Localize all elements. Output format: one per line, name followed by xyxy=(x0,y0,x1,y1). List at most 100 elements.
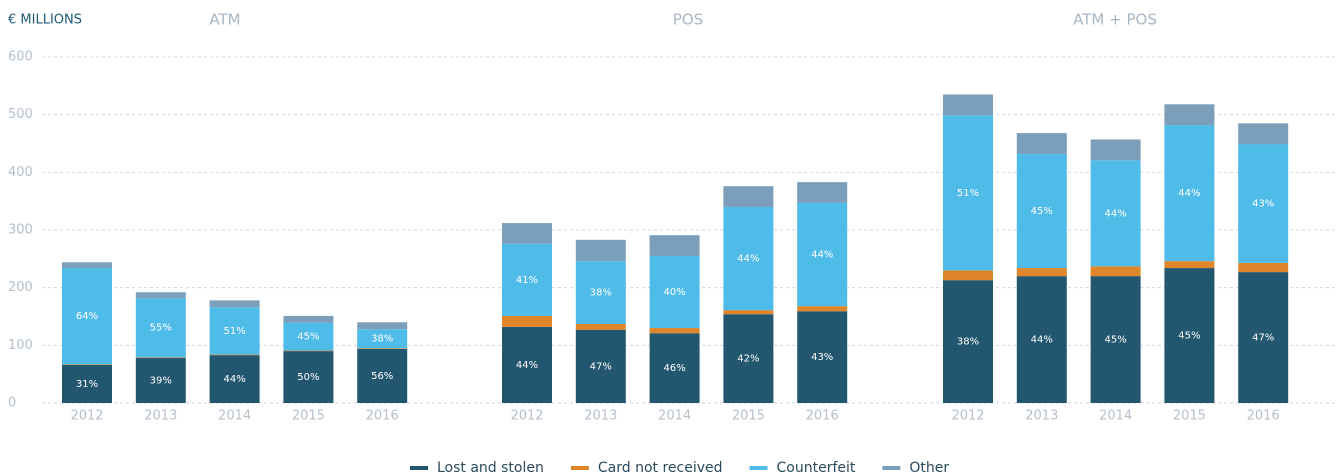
bar-segment xyxy=(283,315,334,323)
bar-segment xyxy=(502,315,552,327)
share-label: 56% xyxy=(371,371,393,382)
bar-segment xyxy=(575,329,626,403)
legend-swatch xyxy=(570,466,589,470)
y-axis-label: € MILLIONS xyxy=(8,13,82,28)
bar-segment xyxy=(62,364,112,403)
bar-segment xyxy=(283,350,334,352)
share-label: 45% xyxy=(1031,206,1053,217)
bar-segment xyxy=(649,235,700,256)
bar-segment xyxy=(1090,266,1141,277)
share-label: 38% xyxy=(957,337,979,348)
x-tick-label: 2012 xyxy=(510,409,543,424)
bar-segment xyxy=(943,94,993,116)
bar-segment xyxy=(62,262,112,269)
x-tick-label: 2014 xyxy=(218,409,251,424)
x-tick-label: 2013 xyxy=(1025,409,1058,424)
share-label: 46% xyxy=(663,363,685,374)
legend-label: Counterfeit xyxy=(777,460,856,476)
bar-segment xyxy=(575,261,626,324)
x-tick-label: 2013 xyxy=(584,409,617,424)
x-tick-label: 2016 xyxy=(806,409,839,424)
x-tick-label: 2016 xyxy=(366,409,399,424)
share-label: 47% xyxy=(590,361,612,372)
legend-label: Other xyxy=(909,460,949,476)
bar-segment xyxy=(1016,276,1067,403)
bar-segment xyxy=(502,243,552,316)
bar-segment xyxy=(209,354,260,356)
share-label: 44% xyxy=(516,360,538,371)
x-tick-label: 2012 xyxy=(951,409,984,424)
bar-segment xyxy=(357,329,408,349)
bar-segment xyxy=(649,328,700,334)
bar-segment xyxy=(649,255,700,329)
share-label: 64% xyxy=(76,311,98,322)
share-label: 38% xyxy=(371,334,393,345)
bar-segment xyxy=(723,314,774,403)
x-tick-label: 2015 xyxy=(732,409,765,424)
bar-segment xyxy=(357,348,408,349)
bar-segment xyxy=(1238,262,1289,273)
legend-label: Card not received xyxy=(598,460,723,476)
bar-segment xyxy=(1016,268,1067,277)
y-tick-label: 500 xyxy=(8,107,33,122)
bar-segment xyxy=(1164,104,1215,126)
x-tick-label: 2014 xyxy=(658,409,691,424)
bar-segment xyxy=(723,206,774,311)
y-tick-label: 300 xyxy=(8,223,33,238)
bar-segment xyxy=(135,358,186,403)
bar-segment xyxy=(357,348,408,403)
share-label: 51% xyxy=(957,188,979,199)
bar-segment xyxy=(723,310,774,315)
x-tick-label: 2014 xyxy=(1099,409,1132,424)
panel-title: ATM xyxy=(209,11,240,29)
bar-segment xyxy=(502,326,552,403)
y-tick-label: 400 xyxy=(8,165,33,180)
share-label: 44% xyxy=(811,250,833,261)
share-label: 50% xyxy=(297,372,319,383)
bar-segment xyxy=(1016,133,1067,154)
share-label: 51% xyxy=(223,326,245,337)
bar-segment xyxy=(1090,276,1141,403)
bar-segment xyxy=(135,298,186,358)
share-label: 43% xyxy=(811,352,833,363)
bar-segment xyxy=(502,223,552,244)
bar-segment xyxy=(62,364,112,365)
y-tick-label: 600 xyxy=(8,50,33,65)
y-tick-label: 200 xyxy=(8,280,33,295)
legend-swatch xyxy=(410,466,428,470)
share-label: 45% xyxy=(1104,335,1126,346)
legend-swatch xyxy=(882,466,901,470)
bar-segment xyxy=(943,115,993,271)
x-tick-label: 2013 xyxy=(144,409,177,424)
share-label: 41% xyxy=(516,275,538,286)
x-tick-label: 2015 xyxy=(292,409,325,424)
legend: Lost and stolen Card not received Counterf… xyxy=(410,460,949,476)
x-tick-label: 2012 xyxy=(70,409,103,424)
share-label: 39% xyxy=(150,376,172,387)
bar-segment xyxy=(135,292,186,299)
legend-label: Lost and stolen xyxy=(437,460,544,476)
share-label: 42% xyxy=(737,354,759,365)
bar-segment xyxy=(575,239,626,262)
share-label: 47% xyxy=(1252,333,1274,344)
bar-segment xyxy=(209,355,260,403)
share-label: 44% xyxy=(1031,335,1053,346)
bar-segment xyxy=(283,351,334,403)
panel-title: POS xyxy=(673,11,703,29)
share-label: 44% xyxy=(223,374,245,385)
bar-segment xyxy=(209,307,260,355)
bar-segment xyxy=(797,311,848,403)
share-label: 44% xyxy=(1104,208,1126,219)
bar-segment xyxy=(1164,268,1215,403)
bar-segment xyxy=(1238,123,1289,145)
bar-segment xyxy=(283,322,334,351)
bar-segment xyxy=(1238,144,1289,263)
bar-segment xyxy=(1090,139,1141,161)
share-label: 45% xyxy=(297,332,319,343)
share-label: 44% xyxy=(1178,188,1200,199)
bar-segment xyxy=(797,182,848,203)
y-tick-label: 100 xyxy=(8,338,33,353)
bar-segment xyxy=(357,322,408,330)
bar-segment xyxy=(209,300,260,308)
